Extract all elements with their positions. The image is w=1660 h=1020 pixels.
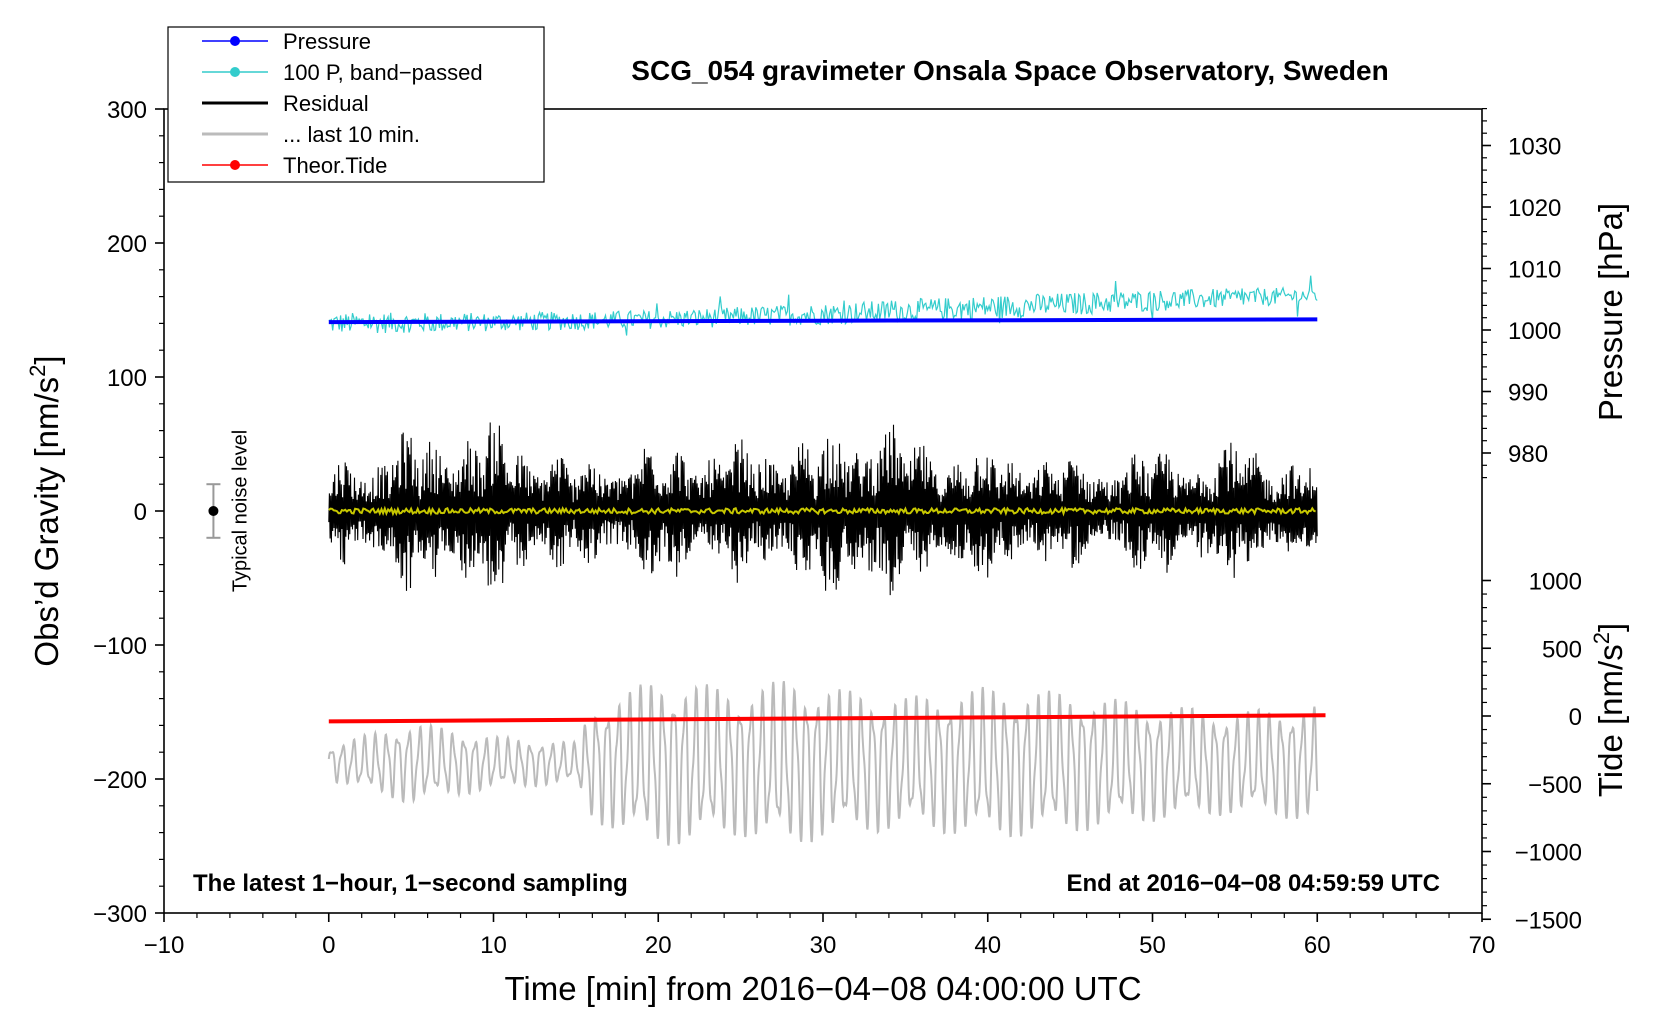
chart-title: SCG_054 gravimeter Onsala Space Observat… — [631, 55, 1388, 86]
series-residual — [328, 422, 1318, 596]
y-tick-label: 0 — [134, 499, 147, 526]
annotation-left: The latest 1−hour, 1−second sampling — [193, 870, 628, 897]
y-tick-label: 300 — [107, 97, 147, 124]
series-last-10-min — [327, 680, 1319, 846]
x-tick-label: 0 — [322, 932, 335, 959]
tide-tick-label: −1500 — [1515, 907, 1582, 934]
x-tick-label: 40 — [974, 932, 1001, 959]
y-tick-label: 200 — [107, 231, 147, 258]
noise-level-indicator: Typical noise level — [206, 430, 251, 592]
legend-marker — [230, 36, 240, 46]
series-theoretical-tide — [328, 713, 1326, 724]
pressure-tick-label: 1030 — [1508, 134, 1561, 161]
y-tick-label: −100 — [93, 633, 147, 660]
tide-tick-label: −500 — [1528, 772, 1582, 799]
series-residual-filtered — [328, 505, 1316, 517]
legend-label: Theor.Tide — [283, 153, 387, 178]
y-axis-title-tide-sup: 2 — [1589, 632, 1614, 644]
annotation-right: End at 2016−04−08 04:59:59 UTC — [1066, 870, 1440, 897]
x-tick-label: 50 — [1139, 932, 1166, 959]
y-tick-label: −200 — [93, 767, 147, 794]
y-tick-label: 100 — [107, 365, 147, 392]
x-tick-label: −10 — [144, 932, 185, 959]
legend-marker — [230, 160, 240, 170]
pressure-tick-label: 1000 — [1508, 318, 1561, 345]
axis-layer: −10 0 10 20 30 40 50 60 70−300−200−1000100200300… — [93, 97, 1582, 959]
tide-tick-label: 1000 — [1529, 569, 1582, 596]
x-tick-label: 60 — [1304, 932, 1331, 959]
legend-label: Pressure — [283, 29, 371, 54]
x-tick-label: 70 — [1469, 932, 1496, 959]
tide-tick-label: 0 — [1569, 704, 1582, 731]
pressure-tick-label: 1010 — [1508, 257, 1561, 284]
y-axis-title-left-sup: 2 — [25, 365, 50, 377]
series-layer — [327, 275, 1326, 846]
x-tick-label: 10 — [480, 932, 507, 959]
y-axis-title-left-text: Obs’d Gravity [nm/s — [28, 377, 65, 667]
y-axis-title-tide: Tide [nm/s2] — [1589, 623, 1629, 797]
legend-marker — [230, 67, 240, 77]
x-tick-label: 20 — [645, 932, 672, 959]
y-axis-title-tide-close: ] — [1592, 623, 1629, 632]
y-axis-title-left: Obs’d Gravity [nm/s2] — [25, 355, 65, 666]
tide-tick-label: 500 — [1542, 636, 1582, 663]
y-axis-title-left-close: ] — [28, 355, 65, 364]
series-pressure — [328, 317, 1318, 325]
noise-label: Typical noise level — [229, 430, 251, 592]
y-tick-label: −300 — [93, 901, 147, 928]
pressure-tick-label: 1020 — [1508, 195, 1561, 222]
x-axis-title: Time [min] from 2016−04−08 04:00:00 UTC — [504, 970, 1141, 1007]
tide-tick-label: −1000 — [1515, 840, 1582, 867]
legend: Pressure 100 P, band−passed Residual ... la… — [167, 26, 545, 183]
noise-point — [208, 506, 219, 516]
pressure-tick-label: 990 — [1508, 380, 1548, 407]
legend-label: 100 P, band−passed — [283, 60, 483, 85]
legend-label: ... last 10 min. — [283, 122, 420, 147]
pressure-tick-label: 980 — [1508, 441, 1548, 468]
legend-label: Residual — [283, 91, 369, 116]
y-axis-title-tide-text: Tide [nm/s — [1592, 644, 1629, 797]
x-tick-label: 30 — [810, 932, 837, 959]
y-axis-title-pressure: Pressure [hPa] — [1592, 203, 1629, 421]
